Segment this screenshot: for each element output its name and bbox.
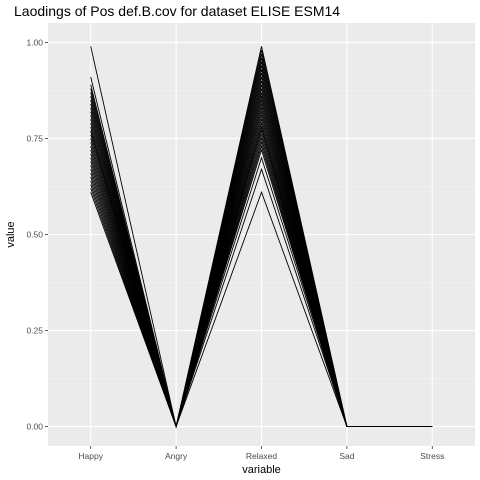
- x-tick-label-stress: Stress: [420, 451, 444, 461]
- y-tick-label: 0.00: [26, 422, 43, 432]
- x-tick-label-sad: Sad: [339, 451, 354, 461]
- y-tick-label: 0.75: [26, 133, 43, 143]
- y-tick-label: 0.50: [26, 230, 43, 240]
- y-tick-label: 1.00: [26, 37, 43, 47]
- x-tick-label-happy: Happy: [78, 451, 103, 461]
- y-axis-title: value: [5, 221, 17, 247]
- x-axis-title: variable: [242, 464, 281, 476]
- y-axis-ticks: 0.00 0.25 0.50 0.75 1.00: [26, 37, 48, 431]
- x-axis-ticks: Happy Angry Relaxed Sad Stress: [78, 446, 444, 461]
- x-tick-label-relaxed: Relaxed: [246, 451, 277, 461]
- x-tick-label-angry: Angry: [165, 451, 188, 461]
- y-tick-label: 0.25: [26, 326, 43, 336]
